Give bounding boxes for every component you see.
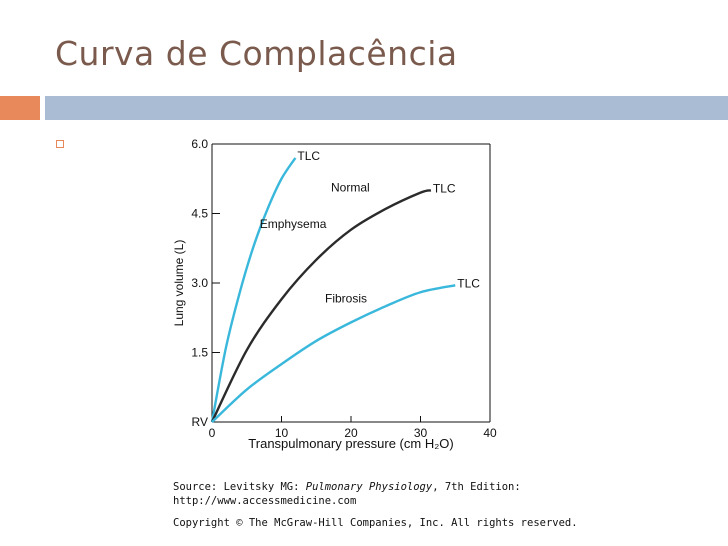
source-line-1: Source: Levitsky MG: Pulmonary Physiolog…	[173, 481, 521, 493]
y-tick-label: 4.5	[191, 207, 208, 221]
series-name-emphysema: Emphysema	[260, 217, 327, 231]
y-tick-label: 3.0	[191, 276, 208, 290]
source-citation: Source: Levitsky MG: Pulmonary Physiolog…	[173, 480, 578, 530]
y-tick-label: 1.5	[191, 346, 208, 360]
x-tick-label: 0	[209, 426, 216, 440]
compliance-chart: 0 10 20 30 40 RV 1.5 3.0 4.5 6.0 TLC Emphysema TLC N…	[172, 137, 497, 451]
y-axis-title: Lung volume (L)	[172, 240, 186, 327]
title-accent-blue-bar	[45, 96, 728, 120]
tlc-label-fibrosis: TLC	[457, 276, 480, 290]
series-line-normal	[210, 189, 432, 423]
tlc-label-emphysema: TLC	[297, 149, 320, 163]
x-tick-label: 10	[275, 426, 289, 440]
bullet-square-icon	[56, 140, 64, 148]
series-line-emphysema	[210, 157, 297, 423]
tlc-label-normal: TLC	[433, 181, 456, 195]
series-line-fibrosis	[211, 284, 456, 423]
y-tick-label: RV	[192, 415, 208, 429]
slide-title: Curva de Complacência	[55, 34, 458, 73]
x-tick-label: 40	[483, 426, 497, 440]
series-name-normal: Normal	[331, 181, 370, 195]
series-name-fibrosis: Fibrosis	[325, 291, 367, 305]
y-tick-label: 6.0	[191, 137, 208, 151]
copyright-line: Copyright © The McGraw-Hill Companies, I…	[173, 517, 578, 529]
x-axis-title: Transpulmonary pressure (cm H₂O)	[248, 436, 453, 451]
source-line-2: http://www.accessmedicine.com	[173, 495, 357, 507]
x-tick-label: 20	[344, 426, 358, 440]
x-tick-label: 30	[414, 426, 428, 440]
axis-ticks: 0 10 20 30 40 RV 1.5 3.0 4.5 6.0	[191, 137, 497, 440]
title-accent-orange-bar	[0, 96, 40, 120]
series-group: TLC Emphysema TLC Normal TLC Fibrosis	[210, 149, 480, 423]
